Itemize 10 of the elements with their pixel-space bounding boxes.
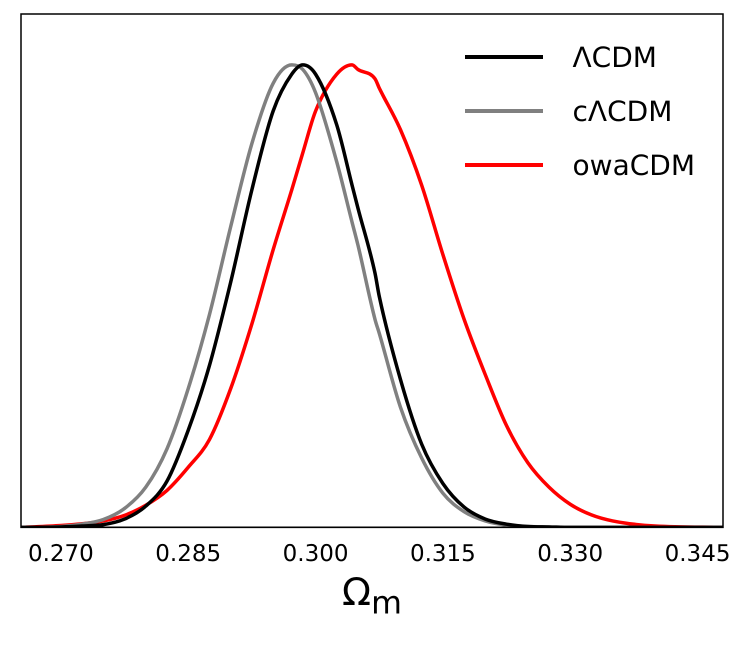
x-axis-title: Ω$_{m}$ <box>341 570 403 622</box>
legend-label: owaCDM <box>572 148 695 182</box>
x-tick-label: 0.300 <box>282 541 348 568</box>
x-tick-label: 0.330 <box>537 541 604 568</box>
legend-label: cΛCDM <box>572 94 672 128</box>
x-tick-label: 0.315 <box>410 541 476 568</box>
x-tick-label: 0.270 <box>28 541 94 568</box>
x-tick-label: 0.345 <box>664 541 730 568</box>
legend-label: ΛCDM <box>572 40 657 74</box>
x-tick-label: 0.285 <box>155 541 222 568</box>
